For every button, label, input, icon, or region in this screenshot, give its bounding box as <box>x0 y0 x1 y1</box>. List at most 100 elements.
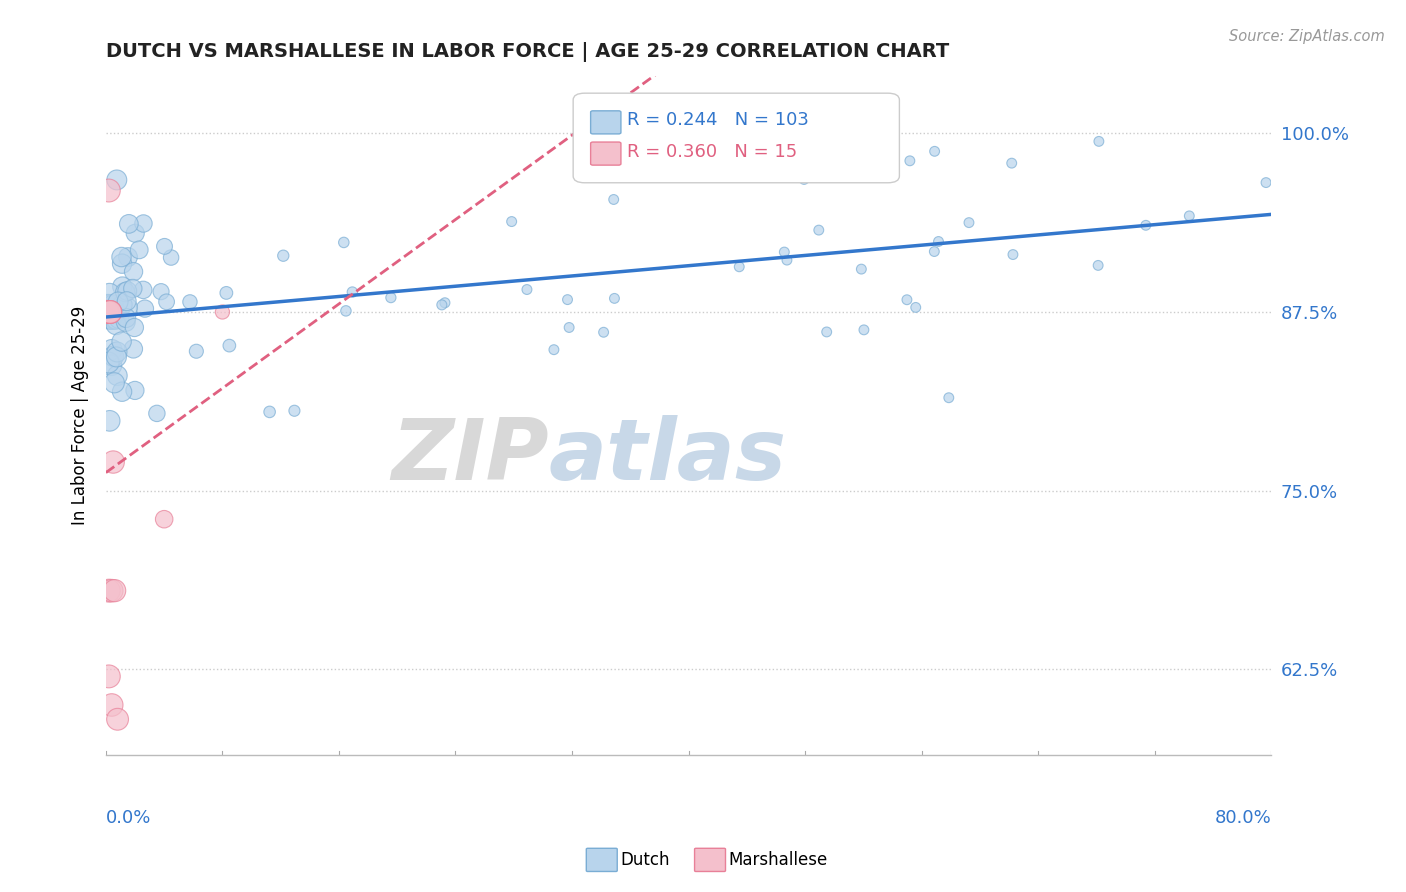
Point <box>132 283 155 297</box>
Point <box>592 325 614 339</box>
Point <box>815 325 838 339</box>
Point <box>98 414 121 428</box>
Point <box>104 305 127 319</box>
Point <box>97 305 120 319</box>
Point <box>1178 209 1201 223</box>
Point <box>111 279 134 293</box>
Y-axis label: In Labor Force | Age 25-29: In Labor Force | Age 25-29 <box>72 306 89 525</box>
Point <box>122 265 145 279</box>
Point <box>132 217 155 231</box>
Point <box>100 359 122 373</box>
Point <box>118 217 141 231</box>
Point <box>557 293 579 307</box>
Point <box>110 250 132 264</box>
Point <box>115 294 138 309</box>
Point <box>134 301 156 316</box>
Text: Marshallese: Marshallese <box>728 851 828 869</box>
Point <box>111 384 134 399</box>
Point <box>107 294 129 309</box>
Point <box>100 305 122 319</box>
Point <box>271 249 294 263</box>
Point <box>160 251 183 265</box>
Text: atlas: atlas <box>548 415 787 498</box>
Point <box>128 243 150 257</box>
Point <box>105 350 128 364</box>
Point <box>1001 247 1024 261</box>
Point <box>851 262 873 277</box>
Point <box>817 165 839 179</box>
Point <box>155 294 177 309</box>
Point <box>122 342 145 356</box>
Point <box>97 355 120 369</box>
FancyBboxPatch shape <box>591 111 621 134</box>
Point <box>96 305 118 319</box>
Text: 80.0%: 80.0% <box>1215 809 1271 827</box>
Point <box>153 512 176 526</box>
Point <box>516 283 538 297</box>
Point <box>211 305 233 319</box>
Point <box>108 311 131 326</box>
Point <box>105 305 128 319</box>
Point <box>98 305 121 319</box>
Point <box>1087 259 1109 273</box>
Text: R = 0.244   N = 103: R = 0.244 N = 103 <box>627 112 808 129</box>
Point <box>117 301 139 315</box>
Point <box>501 214 523 228</box>
Point <box>103 298 125 312</box>
Point <box>793 172 815 186</box>
Text: 0.0%: 0.0% <box>105 809 152 827</box>
Point <box>98 305 121 319</box>
Point <box>558 320 581 334</box>
Text: R = 0.360   N = 15: R = 0.360 N = 15 <box>627 143 797 161</box>
Point <box>98 298 121 312</box>
Point <box>115 310 138 325</box>
Point <box>104 583 127 598</box>
Point <box>97 583 120 598</box>
Point <box>96 305 118 319</box>
Point <box>111 257 134 271</box>
Point <box>104 312 127 326</box>
Point <box>215 285 238 300</box>
Text: Source: ZipAtlas.com: Source: ZipAtlas.com <box>1229 29 1385 44</box>
Text: DUTCH VS MARSHALLESE IN LABOR FORCE | AGE 25-29 CORRELATION CHART: DUTCH VS MARSHALLESE IN LABOR FORCE | AG… <box>105 42 949 62</box>
Point <box>97 669 120 683</box>
Point <box>927 235 949 249</box>
Point <box>111 298 134 312</box>
Point <box>97 298 120 312</box>
Point <box>342 285 364 299</box>
Point <box>543 343 565 357</box>
Point <box>117 250 139 264</box>
Point <box>433 295 456 310</box>
Point <box>904 301 927 315</box>
Point <box>117 284 139 298</box>
Point <box>105 368 128 383</box>
Point <box>773 245 796 260</box>
Point <box>957 216 980 230</box>
Point <box>380 291 402 305</box>
Point <box>430 298 453 312</box>
Point <box>96 305 118 319</box>
Point <box>100 698 122 712</box>
Point <box>124 227 146 241</box>
Point <box>98 305 121 319</box>
Point <box>105 345 128 359</box>
Point <box>333 235 356 250</box>
Point <box>103 349 125 363</box>
Point <box>1001 156 1024 170</box>
Point <box>179 294 201 309</box>
Point <box>114 315 136 329</box>
Point <box>114 285 136 299</box>
Point <box>111 334 134 349</box>
FancyBboxPatch shape <box>574 93 900 183</box>
Point <box>121 281 143 295</box>
Point <box>852 323 875 337</box>
Point <box>124 320 146 334</box>
Point <box>105 312 128 326</box>
Point <box>98 305 121 319</box>
Point <box>100 312 122 326</box>
Point <box>807 223 830 237</box>
Point <box>124 384 146 398</box>
Point <box>105 318 128 332</box>
Point <box>924 244 946 259</box>
Point <box>105 173 128 187</box>
